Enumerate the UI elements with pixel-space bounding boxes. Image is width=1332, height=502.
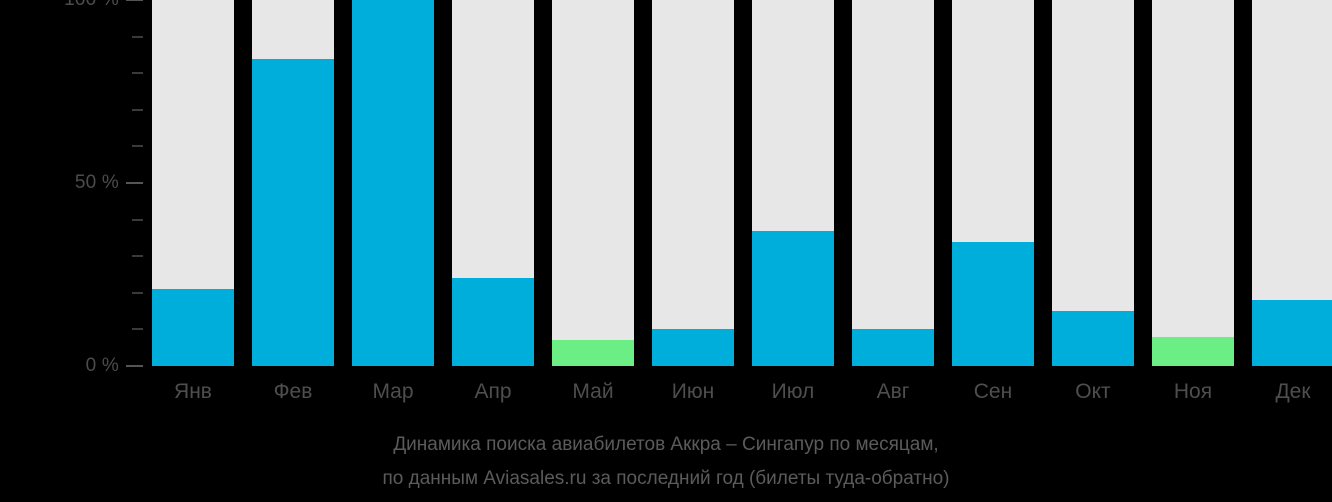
caption-line-1: Динамика поиска авиабилетов Аккра – Синг…: [393, 434, 939, 455]
bar-column[interactable]: [752, 0, 834, 366]
y-axis-tick-mark: [132, 145, 143, 148]
y-axis-tick-mark: [132, 72, 143, 75]
bar-column[interactable]: [252, 0, 334, 366]
y-axis-tick-mark: [132, 291, 143, 294]
bar-fill: [352, 0, 434, 366]
bar-fill: [552, 340, 634, 366]
x-axis-label: Мар: [372, 380, 414, 403]
bar-column[interactable]: [152, 0, 234, 366]
y-axis-tick-mark: [132, 35, 143, 38]
y-axis-tick-label: 100 %: [64, 0, 119, 13]
y-axis-tick-mark: [132, 108, 143, 111]
y-axis-tick-mark: [126, 182, 143, 184]
x-axis-label: Апр: [474, 380, 512, 403]
caption-line-2: по данным Aviasales.ru за последний год …: [382, 468, 950, 489]
x-axis-label: Дек: [1275, 380, 1311, 403]
bar-column[interactable]: [452, 0, 534, 366]
chart-caption: Динамика поиска авиабилетов Аккра – Синг…: [0, 428, 1332, 496]
bar-column[interactable]: [652, 0, 734, 366]
x-axis-label: Июн: [671, 380, 715, 403]
y-axis-tick-label: 50 %: [74, 172, 119, 193]
x-axis-label: Окт: [1075, 380, 1111, 403]
x-axis-label: Июл: [771, 380, 815, 403]
y-axis-tick-mark: [132, 255, 143, 258]
bar-column[interactable]: [1052, 0, 1134, 366]
bar-fill: [1252, 300, 1332, 366]
bar-fill: [952, 241, 1034, 366]
bar-column[interactable]: [552, 0, 634, 366]
bar-fill: [652, 329, 734, 366]
bar-track: [1052, 0, 1134, 366]
x-axis-label: Сен: [973, 380, 1013, 403]
x-axis: Янв Фев Мар Апр Май Июн Июл Авг Сен Окт Ноя Дек: [152, 366, 1332, 416]
y-axis-tick-mark: [132, 328, 143, 331]
y-axis-tick-mark: [126, 365, 143, 367]
bar-fill: [1152, 336, 1234, 366]
y-axis-tick-label: 0 %: [85, 355, 119, 376]
bar-fill: [852, 329, 934, 366]
x-axis-label: Янв: [174, 380, 212, 403]
bar-column[interactable]: [1252, 0, 1332, 366]
bar-track: [852, 0, 934, 366]
bar-track: [652, 0, 734, 366]
bar-fill: [252, 58, 334, 366]
bar-track: [1152, 0, 1234, 366]
x-axis-label: Авг: [876, 380, 910, 403]
y-axis-tick-mark: [126, 0, 143, 1]
bar-fill: [1052, 311, 1134, 366]
x-axis-label: Ноя: [1173, 380, 1213, 403]
bar-column[interactable]: [352, 0, 434, 366]
bar-column[interactable]: [1152, 0, 1234, 366]
bar-fill: [152, 289, 234, 366]
x-axis-label: Фев: [273, 380, 313, 403]
bar-fill: [752, 230, 834, 366]
plot-area: [152, 0, 1332, 366]
x-axis-label: Май: [572, 380, 614, 403]
y-axis: 0 % 50 % 100 %: [0, 0, 152, 376]
bar-column[interactable]: [952, 0, 1034, 366]
bar-track: [552, 0, 634, 366]
bar-column[interactable]: [852, 0, 934, 366]
bar-fill: [452, 278, 534, 366]
y-axis-tick-mark: [132, 218, 143, 221]
